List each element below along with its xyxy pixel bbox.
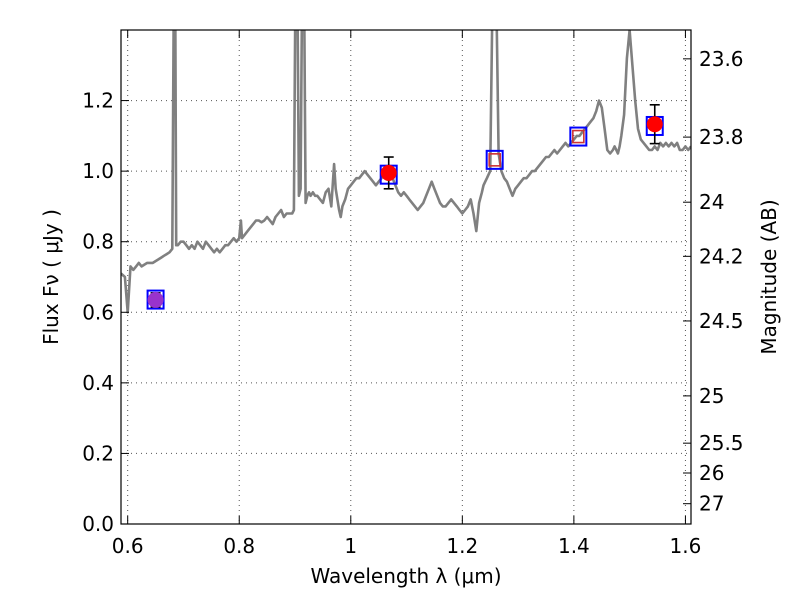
x-axis: 0.6 0.8 1 1.2 1.4 1.6 bbox=[112, 30, 702, 558]
model-point bbox=[146, 289, 165, 310]
x-tick-label: 0.8 bbox=[223, 534, 255, 558]
magnitude-tick-label: 23.6 bbox=[699, 47, 744, 71]
y-tick-label: 0.0 bbox=[82, 512, 114, 536]
model-point bbox=[485, 149, 504, 170]
model-point bbox=[569, 126, 588, 147]
x-tick-label: 1.2 bbox=[446, 534, 478, 558]
x-tick-label: 1 bbox=[344, 534, 357, 558]
magnitude-tick-label: 24.2 bbox=[699, 244, 744, 268]
y-tick-label: 0.4 bbox=[82, 371, 114, 395]
upper-limit-point bbox=[572, 129, 585, 144]
x-tick-label: 1.6 bbox=[670, 534, 702, 558]
spectrum-line bbox=[121, 30, 691, 314]
x-axis-label: Wavelength λ (μm) bbox=[310, 564, 501, 588]
photometry-points bbox=[146, 104, 664, 310]
magnitude-tick-label: 25.5 bbox=[699, 431, 744, 455]
y-tick-label: 0.8 bbox=[82, 230, 114, 254]
upper-limit-point bbox=[488, 153, 501, 167]
y-tick-label: 0.6 bbox=[82, 300, 114, 324]
observed-point bbox=[380, 164, 397, 181]
y-tick-label: 1.0 bbox=[82, 159, 114, 183]
y-tick-label: 0.2 bbox=[82, 441, 114, 465]
magnitude-tick-label: 27 bbox=[699, 492, 724, 516]
magnitude-tick-label: 25 bbox=[699, 384, 724, 408]
magnitude-axis-label: Magnitude (AB) bbox=[757, 199, 781, 354]
y-axis: 0.0 0.2 0.4 0.6 0.8 1.0 1.2 bbox=[82, 89, 129, 536]
magnitude-tick-label: 24.5 bbox=[699, 309, 744, 333]
y-axis-label: Flux Fν ( μJy ) bbox=[39, 209, 63, 345]
x-tick-label: 0.6 bbox=[112, 534, 144, 558]
observed-point bbox=[646, 116, 663, 133]
magnitude-tick-label: 26 bbox=[699, 461, 724, 485]
grid-lines bbox=[121, 30, 691, 525]
plot-frame bbox=[120, 29, 692, 525]
observed-point bbox=[147, 291, 164, 308]
magnitude-axis: 23.6 23.8 24 24.2 24.5 25 25.5 26 27 bbox=[683, 47, 744, 516]
magnitude-tick-label: 24 bbox=[699, 190, 724, 214]
magnitude-tick-label: 23.8 bbox=[699, 125, 744, 149]
y-tick-label: 1.2 bbox=[82, 89, 114, 113]
x-tick-label: 1.4 bbox=[558, 534, 590, 558]
